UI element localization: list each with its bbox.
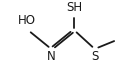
Text: HO: HO bbox=[18, 14, 36, 27]
Text: N: N bbox=[47, 50, 56, 63]
Text: SH: SH bbox=[66, 1, 82, 14]
Text: S: S bbox=[91, 50, 98, 63]
